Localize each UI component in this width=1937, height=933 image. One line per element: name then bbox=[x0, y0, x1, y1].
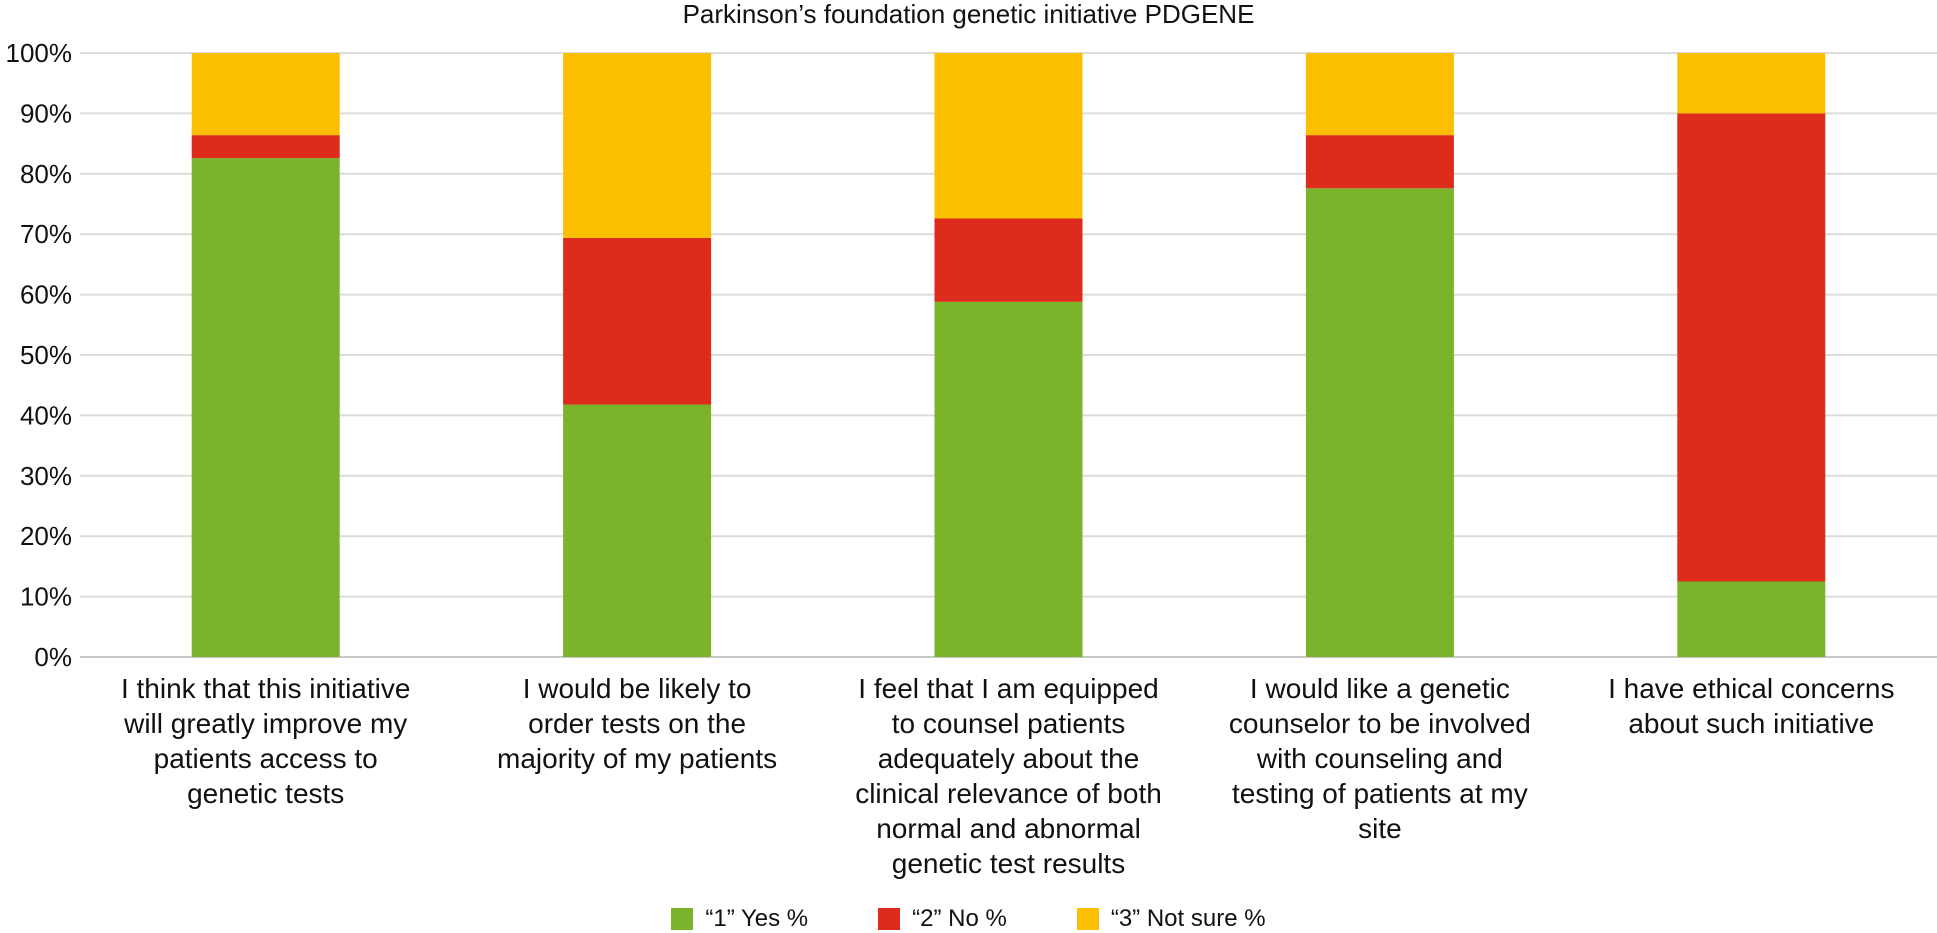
y-tick-label-2: 20% bbox=[20, 521, 72, 551]
bars-layer bbox=[191, 53, 1826, 657]
x-category-label-3-line-4: site bbox=[1358, 813, 1402, 844]
bar-cat2-series2 bbox=[934, 53, 1083, 219]
bar-cat0-series1 bbox=[191, 135, 340, 159]
bar-cat3-series0 bbox=[1305, 188, 1454, 657]
legend-label-yes: “1” Yes % bbox=[705, 904, 809, 932]
chart-plot: 0% 10% 20% 30% 40% 50% 60% 70% 80% 90% 100% I thin… bbox=[6, 38, 1937, 879]
legend-swatch-not-sure bbox=[1076, 907, 1099, 930]
x-category-label-3-line-2: with counseling and bbox=[1256, 743, 1503, 774]
legend-swatch-yes bbox=[671, 907, 694, 930]
y-tick-label-8: 80% bbox=[20, 159, 72, 189]
legend-label-no: “2” No % bbox=[912, 904, 1007, 932]
x-category-label-2-line-2: adequately about the bbox=[878, 743, 1140, 774]
x-category-label-1-line-0: I would be likely to bbox=[523, 673, 752, 704]
y-tick-label-10: 100% bbox=[6, 38, 73, 68]
x-category-label-3-line-3: testing of patients at my bbox=[1232, 778, 1528, 809]
legend-label-not-sure: “3” Not sure % bbox=[1110, 904, 1266, 932]
x-category-label-3-line-1: counselor to be involved bbox=[1229, 708, 1531, 739]
chart-title: Parkinson’s foundation genetic initiativ… bbox=[682, 0, 1255, 29]
bar-cat1-series1 bbox=[563, 237, 712, 405]
bar-cat3-series2 bbox=[1305, 53, 1454, 136]
bar-cat0-series2 bbox=[191, 53, 340, 136]
y-tick-label-5: 50% bbox=[20, 340, 72, 370]
y-tick-label-7: 70% bbox=[20, 219, 72, 249]
bar-cat2-series1 bbox=[934, 218, 1083, 302]
y-tick-label-1: 10% bbox=[20, 582, 72, 612]
legend-swatch-no bbox=[878, 907, 901, 930]
y-tick-label-4: 40% bbox=[20, 400, 72, 430]
y-axis: 0% 10% 20% 30% 40% 50% 60% 70% 80% 90% 100% bbox=[6, 38, 73, 672]
x-category-label-4-line-1: about such initiative bbox=[1628, 708, 1874, 739]
x-category-label-2-line-0: I feel that I am equipped bbox=[858, 673, 1158, 704]
x-category-label-4-line-0: I have ethical concerns bbox=[1608, 673, 1894, 704]
bar-cat1-series2 bbox=[563, 53, 712, 238]
y-tick-label-9: 90% bbox=[20, 98, 72, 128]
x-category-label-2-line-3: clinical relevance of both bbox=[855, 778, 1162, 809]
x-category-label-3-line-0: I would like a genetic bbox=[1250, 673, 1510, 704]
legend: “1” Yes % “2” No % “3” Not sure % bbox=[0, 905, 1937, 932]
bar-cat3-series1 bbox=[1305, 135, 1454, 189]
y-tick-label-3: 30% bbox=[20, 461, 72, 491]
x-category-label-2-line-4: normal and abnormal bbox=[876, 813, 1141, 844]
bar-cat4-series0 bbox=[1677, 581, 1826, 657]
bar-cat4-series2 bbox=[1677, 53, 1826, 114]
x-category-label-1-line-1: order tests on the bbox=[528, 708, 746, 739]
bar-cat2-series0 bbox=[934, 301, 1083, 657]
x-category-label-2-line-1: to counsel patients bbox=[892, 708, 1126, 739]
x-category-label-0-line-1: will greatly improve my bbox=[123, 708, 407, 739]
bar-cat4-series1 bbox=[1677, 113, 1826, 582]
bar-cat0-series0 bbox=[191, 158, 340, 657]
x-category-label-0-line-2: patients access to bbox=[154, 743, 378, 774]
x-category-label-1-line-2: majority of my patients bbox=[497, 743, 777, 774]
legend-item-no: “2” No % bbox=[878, 905, 1007, 933]
x-axis: I think that this initiative will greatly… bbox=[121, 673, 1895, 879]
y-tick-label-0: 0% bbox=[34, 642, 72, 672]
legend-item-yes: “1” Yes % bbox=[671, 905, 808, 933]
bar-cat1-series0 bbox=[563, 404, 712, 657]
x-category-label-0-line-0: I think that this initiative bbox=[121, 673, 410, 704]
x-category-label-0-line-3: genetic tests bbox=[187, 778, 344, 809]
x-category-label-2-line-5: genetic test results bbox=[892, 848, 1125, 879]
legend-item-not-sure: “3” Not sure % bbox=[1076, 904, 1266, 933]
y-tick-label-6: 60% bbox=[20, 280, 72, 310]
